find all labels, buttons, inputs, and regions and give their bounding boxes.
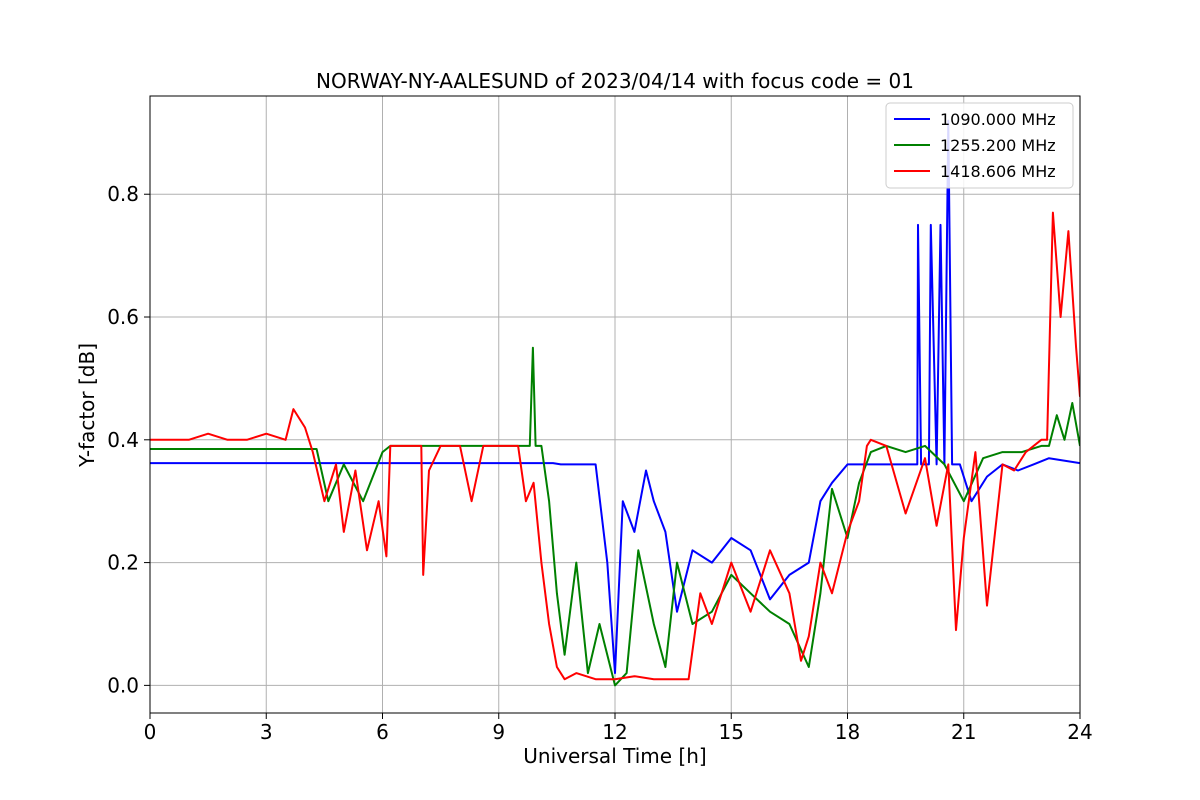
x-tick-label: 24 (1067, 720, 1092, 744)
x-tick-label: 18 (835, 720, 860, 744)
x-tick-label: 9 (492, 720, 505, 744)
y-tick-label: 0.4 (107, 428, 139, 452)
y-tick-label: 0.2 (107, 551, 139, 575)
legend-entry-label: 1418.606 MHz (940, 162, 1056, 181)
legend: 1090.000 MHz 1255.200 MHz 1418.606 MHz (885, 102, 1074, 189)
x-tick-label: 15 (719, 720, 744, 744)
x-tick-label: 12 (602, 720, 627, 744)
chart-title: NORWAY-NY-AALESUND of 2023/04/14 with fo… (316, 69, 914, 93)
series-line-2 (150, 211, 1080, 681)
legend-box (885, 102, 1074, 189)
x-axis: 0 3 6 9 12 15 18 21 24 (144, 713, 1093, 744)
x-tick-label: 6 (376, 720, 389, 744)
x-tick-label: 3 (260, 720, 273, 744)
x-tick-label: 21 (951, 720, 976, 744)
y-tick-label: 0.6 (107, 305, 139, 329)
y-axis-label: Y-factor [dB] (75, 343, 99, 468)
x-axis-label: Universal Time [h] (523, 744, 706, 768)
legend-entry-label: 1255.200 MHz (940, 136, 1056, 155)
series-layer (150, 119, 1080, 687)
legend-entry-label: 1090.000 MHz (940, 110, 1056, 129)
y-tick-label: 0.0 (107, 673, 139, 697)
x-tick-label: 0 (144, 720, 157, 744)
series-line-0 (150, 119, 1080, 675)
y-axis: 0.0 0.2 0.4 0.6 0.8 (107, 182, 150, 697)
y-tick-label: 0.8 (107, 182, 139, 206)
